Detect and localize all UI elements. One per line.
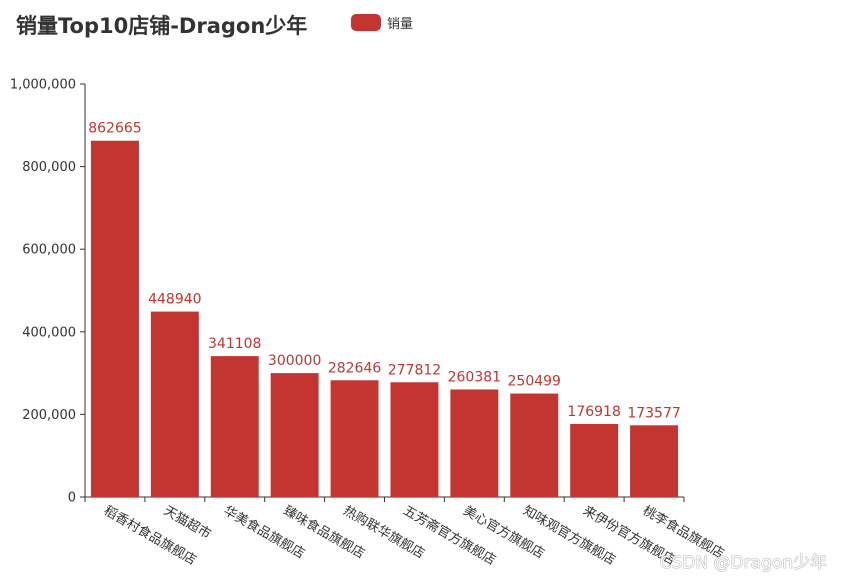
watermark: CSDN @Dragon少年 xyxy=(659,553,827,573)
bar-value-label: 176918 xyxy=(567,404,620,420)
bar-value-label: 341108 xyxy=(208,336,261,352)
bar-value-label: 448940 xyxy=(148,292,201,308)
bar xyxy=(90,140,139,497)
bar xyxy=(150,311,199,497)
bar xyxy=(570,423,619,497)
legend[interactable]: 销量 xyxy=(351,13,413,32)
x-tick-label: 天猫超市 xyxy=(161,503,214,543)
y-tick-label: 0 xyxy=(68,491,76,506)
bar xyxy=(210,356,259,497)
y-tick-label: 1,000,000 xyxy=(10,78,76,93)
bar xyxy=(270,373,319,497)
legend-swatch xyxy=(351,14,381,31)
y-tick-label: 600,000 xyxy=(22,243,76,258)
bar-value-label: 277812 xyxy=(388,362,441,378)
chart-title: 销量Top10店铺-Dragon少年 xyxy=(16,14,308,38)
bar-value-label: 282646 xyxy=(328,360,382,376)
bar-value-label: 862665 xyxy=(88,121,141,137)
bar xyxy=(330,380,379,497)
legend-label: 销量 xyxy=(387,17,414,32)
y-tick-label: 200,000 xyxy=(22,408,76,423)
y-tick-label: 400,000 xyxy=(22,325,76,340)
bar xyxy=(630,425,679,497)
bar xyxy=(510,393,559,497)
bar xyxy=(390,382,439,497)
bar xyxy=(450,389,499,497)
bar-value-label: 300000 xyxy=(268,353,321,369)
bar-value-label: 260381 xyxy=(448,369,501,385)
bar-value-label: 250499 xyxy=(508,374,561,390)
bar-value-label: 173577 xyxy=(627,405,680,421)
y-tick-label: 800,000 xyxy=(22,160,76,175)
